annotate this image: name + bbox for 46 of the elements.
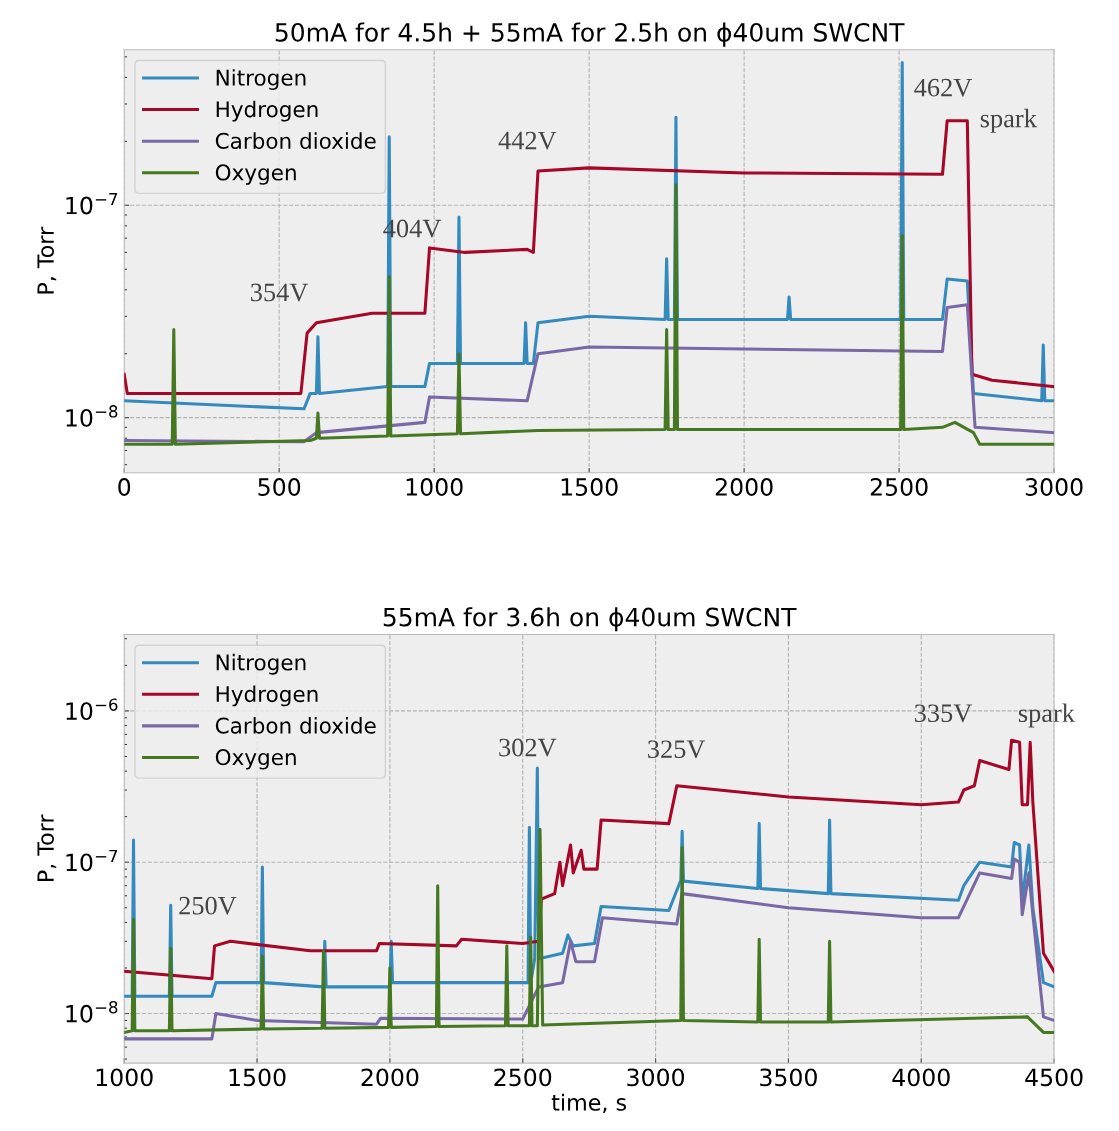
x-tick-label: 2500: [494, 1068, 552, 1087]
legend-label: Nitrogen: [216, 653, 306, 675]
x-tick-label: 3000: [1025, 478, 1083, 496]
x-tick-label: 2000: [361, 1068, 419, 1087]
line-series: [124, 738, 1055, 981]
y-tick-label: 10$^{−7}$: [66, 849, 118, 872]
y-tick-label: 10$^{−8}$: [66, 405, 118, 427]
legend-label: Carbon dioxide: [215, 132, 376, 149]
x-tick-label: 3000: [627, 1068, 685, 1087]
legend-label: Hydrogen: [216, 100, 318, 122]
y-tick-label: 10$^{−6}$: [66, 698, 118, 721]
annotation: 335V: [914, 704, 973, 723]
annotation: spark: [1018, 703, 1075, 728]
y-axis-title: P, Torr: [37, 814, 57, 882]
legend-label: Oxygen: [215, 164, 296, 185]
y-tick-label: 10$^{−7}$: [66, 193, 118, 215]
chart-title: 50mA for 4.5h + 55mA for 2.5h on ϕ40um SWCNT: [275, 22, 905, 47]
line-series: [124, 183, 1055, 446]
x-tick-label: 500: [258, 478, 301, 496]
y-tick-label: 10$^{−8}$: [66, 1001, 118, 1023]
x-tick-label: 3500: [760, 1068, 817, 1087]
annotation: 325V: [648, 740, 706, 759]
legend-label: Oxygen: [215, 749, 296, 770]
x-tick-label: 2000: [715, 478, 773, 496]
y-axis-title: P, Torr: [37, 226, 57, 294]
legend-label: Nitrogen: [216, 69, 306, 90]
x-tick-label: 1000: [96, 1068, 153, 1087]
line-series: [124, 857, 1055, 1041]
annotation: spark: [980, 108, 1037, 133]
annotation: 462V: [914, 78, 973, 97]
annotation: 354V: [251, 283, 309, 302]
x-tick-label: 2500: [870, 478, 928, 496]
legend-label: Hydrogen: [216, 685, 318, 707]
x-tick-label: 0: [118, 478, 131, 496]
x-tick-label: 1000: [406, 478, 463, 496]
x-tick-label: 4500: [1025, 1068, 1083, 1087]
x-tick-label: 1500: [229, 1068, 286, 1087]
annotation: 250V: [179, 896, 237, 915]
legend-label: Carbon dioxide: [215, 717, 376, 734]
chart-title: 55mA for 3.6h on ϕ40um SWCNT: [383, 607, 797, 632]
line-series: [124, 827, 1055, 1034]
x-tick-label: 4000: [892, 1068, 950, 1087]
annotation: 442V: [498, 131, 557, 150]
x-axis-title: time, s: [551, 1093, 627, 1114]
annotation: 302V: [499, 738, 557, 757]
x-tick-label: 1500: [561, 478, 618, 496]
